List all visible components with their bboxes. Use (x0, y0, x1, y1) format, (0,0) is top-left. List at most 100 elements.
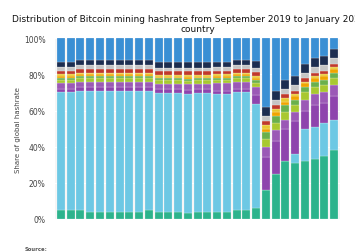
Bar (57, 75, 65, 77)
Bar (213, 212, 221, 219)
Bar (164, 72, 172, 76)
Bar (272, 113, 280, 116)
Bar (321, 75, 328, 77)
Bar (233, 210, 241, 219)
Bar (145, 39, 153, 61)
Bar (242, 82, 250, 89)
Bar (301, 84, 309, 88)
Bar (233, 79, 241, 82)
Bar (203, 76, 211, 77)
Bar (154, 72, 163, 76)
Bar (262, 147, 270, 158)
Bar (321, 81, 328, 86)
Bar (193, 77, 202, 79)
Title: Distribution of Bitcoin mining hashrate from September 2019 to January 2022, by
: Distribution of Bitcoin mining hashrate … (12, 15, 355, 34)
Bar (233, 39, 241, 61)
Bar (193, 39, 202, 63)
Bar (125, 66, 133, 70)
Bar (135, 91, 143, 212)
Bar (311, 88, 319, 95)
Bar (213, 79, 221, 81)
Bar (282, 89, 289, 95)
Bar (330, 97, 338, 120)
Bar (213, 72, 221, 75)
Bar (57, 62, 65, 68)
Bar (125, 82, 133, 88)
Bar (223, 91, 231, 95)
Bar (174, 68, 182, 72)
Bar (330, 50, 338, 59)
Bar (242, 66, 250, 70)
Bar (106, 77, 114, 79)
Bar (233, 73, 241, 75)
Bar (86, 75, 94, 77)
Bar (252, 105, 260, 208)
Bar (213, 95, 221, 212)
Bar (115, 61, 124, 66)
Bar (57, 81, 65, 84)
Bar (164, 94, 172, 212)
Bar (203, 90, 211, 94)
Bar (174, 63, 182, 68)
Bar (154, 81, 163, 85)
Bar (272, 142, 280, 174)
Bar (330, 151, 338, 219)
Bar (76, 66, 84, 70)
Bar (145, 91, 153, 210)
Bar (213, 68, 221, 72)
Bar (76, 73, 84, 75)
Bar (164, 39, 172, 63)
Bar (174, 76, 182, 77)
Bar (301, 73, 309, 79)
Bar (330, 86, 338, 97)
Bar (301, 88, 309, 93)
Bar (291, 39, 299, 77)
Bar (115, 82, 124, 88)
Bar (67, 89, 75, 93)
Bar (262, 158, 270, 190)
Bar (135, 39, 143, 61)
Bar (223, 212, 231, 219)
Bar (321, 86, 328, 93)
Bar (330, 68, 338, 70)
Bar (301, 64, 309, 73)
Bar (272, 106, 280, 109)
Bar (135, 66, 143, 70)
Bar (272, 39, 280, 91)
Bar (282, 95, 289, 99)
Bar (330, 59, 338, 64)
Bar (106, 61, 114, 66)
Bar (311, 73, 319, 77)
Bar (321, 72, 328, 75)
Bar (252, 39, 260, 62)
Bar (223, 95, 231, 212)
Bar (115, 77, 124, 79)
Bar (233, 70, 241, 73)
Bar (223, 72, 231, 75)
Text: Source:: Source: (25, 246, 48, 251)
Bar (67, 210, 75, 219)
Bar (282, 39, 289, 81)
Bar (330, 79, 338, 86)
Bar (145, 73, 153, 75)
Bar (135, 212, 143, 219)
Bar (213, 62, 221, 68)
Bar (252, 88, 260, 95)
Bar (252, 80, 260, 84)
Bar (291, 122, 299, 154)
Bar (67, 62, 75, 68)
Bar (145, 66, 153, 70)
Bar (57, 72, 65, 75)
Bar (262, 125, 270, 129)
Bar (86, 79, 94, 82)
Bar (125, 70, 133, 73)
Bar (57, 77, 65, 79)
Bar (291, 95, 299, 97)
Bar (193, 76, 202, 77)
Bar (223, 62, 231, 68)
Bar (252, 69, 260, 73)
Bar (291, 106, 299, 113)
Bar (106, 39, 114, 61)
Bar (106, 212, 114, 219)
Bar (203, 212, 211, 219)
